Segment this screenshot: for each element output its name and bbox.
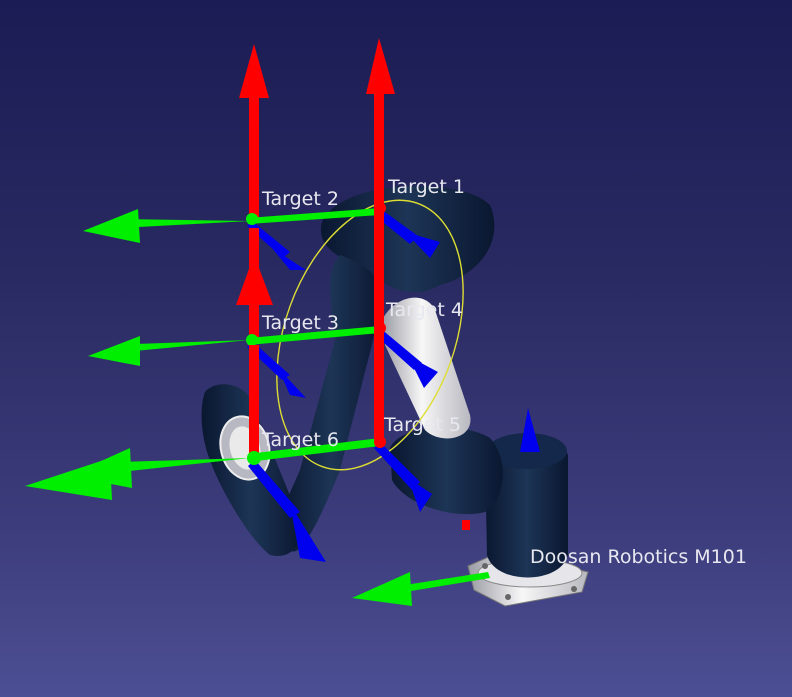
robot-shoulder[interactable] xyxy=(485,408,568,578)
target-6-z-axis xyxy=(248,460,300,518)
selection-circle xyxy=(276,199,464,471)
target-4-frame[interactable] xyxy=(374,208,438,388)
target-6-label: Target 6 xyxy=(261,429,339,451)
target-2-x-axis xyxy=(249,90,259,218)
target-3-y-axis xyxy=(248,326,380,345)
target-3-label: Target 3 xyxy=(261,312,339,334)
target-1-label: Target 1 xyxy=(387,176,465,198)
robot-label: Doosan Robotics M101 xyxy=(530,546,747,568)
target-5-x-axis xyxy=(374,330,384,440)
target-2-y-axis xyxy=(248,208,380,224)
robot-base-frame xyxy=(352,520,490,606)
target-4-x-axis xyxy=(374,208,384,326)
target-1-x-axis xyxy=(374,88,384,208)
target-6-frame[interactable] xyxy=(25,345,380,562)
target-5-label: Target 5 xyxy=(383,414,461,436)
robot-model[interactable] xyxy=(201,174,589,607)
target-2-label: Target 2 xyxy=(261,188,339,210)
target-4-label: Target 4 xyxy=(385,299,463,321)
target-5-z-axis xyxy=(374,442,420,490)
target-1-frame[interactable] xyxy=(366,38,440,258)
target-6-y-axis xyxy=(248,438,380,462)
target-5-frame[interactable] xyxy=(374,330,432,512)
target-1-z-axis xyxy=(375,210,418,244)
target-6-x-axis xyxy=(249,345,259,457)
